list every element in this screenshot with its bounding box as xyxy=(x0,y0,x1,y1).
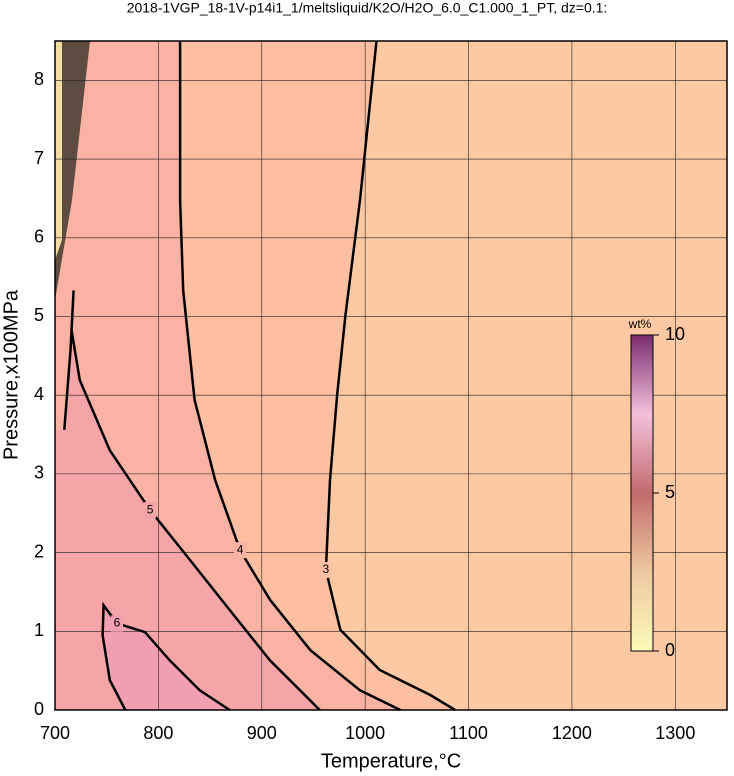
contour-fill xyxy=(55,605,230,710)
colorbar-ticks: 0 5 10 xyxy=(653,324,685,660)
x-tick-label: 900 xyxy=(247,723,277,743)
y-tick-label: 8 xyxy=(34,69,44,89)
contour-fills xyxy=(55,41,456,710)
y-tick-label: 5 xyxy=(34,305,44,325)
low-region xyxy=(55,41,62,260)
contour-lines: 3 4 5 6 xyxy=(63,40,456,712)
x-tick-label: 1200 xyxy=(552,723,592,743)
grid xyxy=(54,41,727,711)
contour-label-bg xyxy=(144,502,157,519)
dark-band xyxy=(55,41,90,300)
y-tick-label: 7 xyxy=(34,148,44,168)
contour-label: 4 xyxy=(237,542,244,556)
contour-line xyxy=(324,40,456,712)
colorbar-label: wt% xyxy=(628,317,652,331)
contour-label-bg xyxy=(319,561,332,578)
chart-title: 2018-1VGP_18-1V-p14i1_1/meltsliquid/K2O/… xyxy=(127,0,608,16)
y-axis-label: Pressure,x100MPa xyxy=(0,289,22,460)
x-axis-label: Temperature,°C xyxy=(321,750,461,772)
contour-label: 3 xyxy=(323,562,330,576)
x-tick-label: 1000 xyxy=(345,723,385,743)
colorbar-tick-label: 10 xyxy=(665,324,685,344)
plot-frame xyxy=(54,40,728,711)
colorbar-tick-label: 0 xyxy=(665,640,675,660)
contour-label-bg xyxy=(234,542,247,559)
x-tick-label: 800 xyxy=(143,723,173,743)
contour-line xyxy=(178,41,401,712)
contour-label: 5 xyxy=(147,502,154,516)
x-tick-label: 1100 xyxy=(449,723,488,743)
colorbar xyxy=(630,334,654,652)
colorbar-tick-label: 5 xyxy=(665,482,675,502)
contour-fill xyxy=(55,290,320,710)
y-tick-label: 4 xyxy=(34,384,44,404)
y-tick-label: 2 xyxy=(34,541,44,561)
contour-label-bg xyxy=(111,615,124,632)
y-tick-label: 0 xyxy=(34,699,44,719)
y-tick-label: 6 xyxy=(34,227,44,247)
y-tick-label: 3 xyxy=(34,463,44,483)
contour-label: 6 xyxy=(114,616,121,630)
x-tick-label: 1300 xyxy=(655,723,695,743)
contour-line xyxy=(63,290,321,711)
x-tick-label: 700 xyxy=(40,723,70,743)
y-tick-label: 1 xyxy=(34,620,44,640)
